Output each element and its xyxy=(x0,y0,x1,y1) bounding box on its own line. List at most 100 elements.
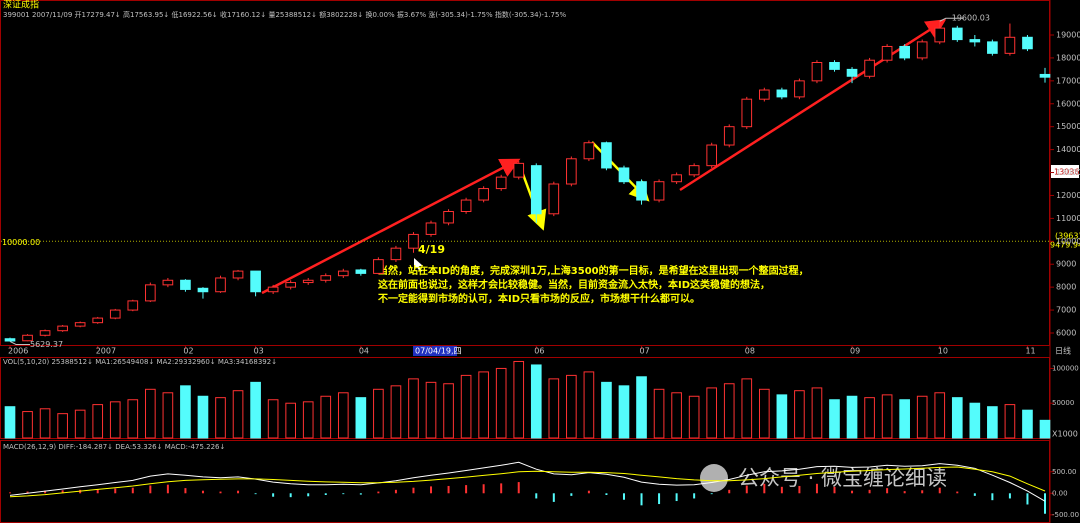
candle-body xyxy=(846,68,858,77)
volume-bar xyxy=(530,364,542,439)
y-tick-label: 10000 xyxy=(1056,237,1080,246)
candle-body xyxy=(57,325,68,332)
trend-arrow xyxy=(261,158,521,295)
volume-bar xyxy=(636,376,647,439)
x-tick-label: 2006 xyxy=(8,347,28,356)
volume-bar xyxy=(829,399,840,439)
volume-bar xyxy=(951,397,963,439)
candle-body xyxy=(4,338,16,342)
candle-body xyxy=(741,98,753,128)
candle-body xyxy=(776,89,788,98)
candle-body xyxy=(180,279,191,290)
volume-bar xyxy=(355,397,367,439)
candle-body xyxy=(969,39,981,43)
volume-bar xyxy=(495,367,507,439)
date-note: 4/19 xyxy=(418,243,445,256)
candle-body xyxy=(425,222,437,235)
volume-bar xyxy=(583,371,595,439)
candle-body xyxy=(951,27,963,41)
high-pointer xyxy=(939,17,964,22)
candle-body xyxy=(267,286,279,293)
candle-body xyxy=(302,279,314,284)
candle-body xyxy=(618,167,630,183)
candle-body xyxy=(723,126,735,146)
volume-bar xyxy=(671,392,682,439)
candle-body xyxy=(688,165,700,176)
x-tick-label: 11 xyxy=(1025,347,1035,356)
volume-bar xyxy=(57,413,68,439)
watermark-icon xyxy=(700,464,728,492)
candle-body xyxy=(636,181,647,201)
candle-body xyxy=(285,282,297,288)
candle-body xyxy=(794,80,805,98)
volume-bar xyxy=(916,395,928,439)
candle-body xyxy=(671,174,682,183)
volume-bar xyxy=(285,402,297,439)
volume-bar xyxy=(934,392,946,439)
y-tick-label: 16000 xyxy=(1056,99,1080,108)
candle-body xyxy=(320,275,332,281)
x-tick-label: 07/04/19,四 xyxy=(415,347,461,356)
candle-body xyxy=(811,62,823,82)
volume-bar xyxy=(706,387,718,439)
right-label: (3963) xyxy=(1055,232,1080,241)
y-tick-label: 12000 xyxy=(1056,191,1080,200)
candle-body xyxy=(337,270,349,277)
volume-bar xyxy=(548,378,560,439)
period-label: 日线 xyxy=(1055,346,1071,356)
y-tick-label: 13000 xyxy=(1056,168,1080,177)
y-tick-label: 6000 xyxy=(1056,328,1076,337)
volume-legend: VOL(5,10,20) 25388512↓ MA1:26549408↓ MA2… xyxy=(3,358,277,366)
candle-body xyxy=(145,284,156,302)
candle-body xyxy=(987,41,998,54)
candle-body xyxy=(162,279,174,286)
volume-bar xyxy=(1022,409,1033,439)
candle-body xyxy=(864,59,875,77)
macd-legend: MACD(26,12,9) DIFF:-184.287↓ DEA:53.326↓… xyxy=(3,443,225,451)
candle-body xyxy=(197,287,209,293)
candle-body xyxy=(548,183,560,215)
volume-bar xyxy=(741,378,753,439)
y-tick-label: 9000 xyxy=(1056,260,1076,269)
volume-bar xyxy=(566,374,577,439)
candle-body xyxy=(127,300,139,311)
volume-bar xyxy=(723,383,735,439)
candle-body xyxy=(232,270,244,279)
volume-bar xyxy=(320,395,332,439)
candle-body xyxy=(530,165,542,215)
candle-body xyxy=(1004,36,1016,54)
volume-bar xyxy=(425,381,437,439)
volume-bar xyxy=(145,388,156,439)
candle-body xyxy=(583,142,595,160)
cursor-icon xyxy=(414,258,423,272)
trend-arrow xyxy=(679,19,947,192)
y-tick-label: -500.00 xyxy=(1052,511,1079,519)
y-tick-label: 0.00 xyxy=(1052,489,1068,497)
volume-bar xyxy=(478,371,489,439)
volume-bar xyxy=(109,401,121,439)
right-label: 9479.94 xyxy=(1050,241,1080,250)
volume-bar xyxy=(215,397,226,439)
x-label-highlight xyxy=(413,346,458,356)
volume-bar xyxy=(601,381,612,439)
low-label: 5629.37 xyxy=(30,340,63,349)
candle-body xyxy=(390,247,402,261)
y-tick-label: 18000 xyxy=(1056,53,1080,62)
volume-bar xyxy=(618,385,630,439)
candle-body xyxy=(758,89,770,100)
volume-bar xyxy=(162,392,174,439)
volume-bar xyxy=(443,383,454,439)
volume-bar xyxy=(881,394,893,439)
y-tick-label: 17000 xyxy=(1056,76,1080,85)
comment-line: 不一定能得到市场的认可，本ID只看市场的反应，市场想干什么都可以。 xyxy=(378,292,700,305)
volume-bar xyxy=(408,378,419,439)
y-tick-label: 100000 xyxy=(1052,364,1079,372)
candle-body xyxy=(566,158,577,185)
volume-bar xyxy=(250,381,261,439)
volume-bar xyxy=(1004,404,1016,439)
candle-body xyxy=(1022,36,1033,50)
x-tick-label: 04 xyxy=(359,347,369,356)
volume-bar xyxy=(92,404,104,439)
y-tick-label: 500.00 xyxy=(1052,468,1077,476)
candle-body xyxy=(74,322,86,327)
